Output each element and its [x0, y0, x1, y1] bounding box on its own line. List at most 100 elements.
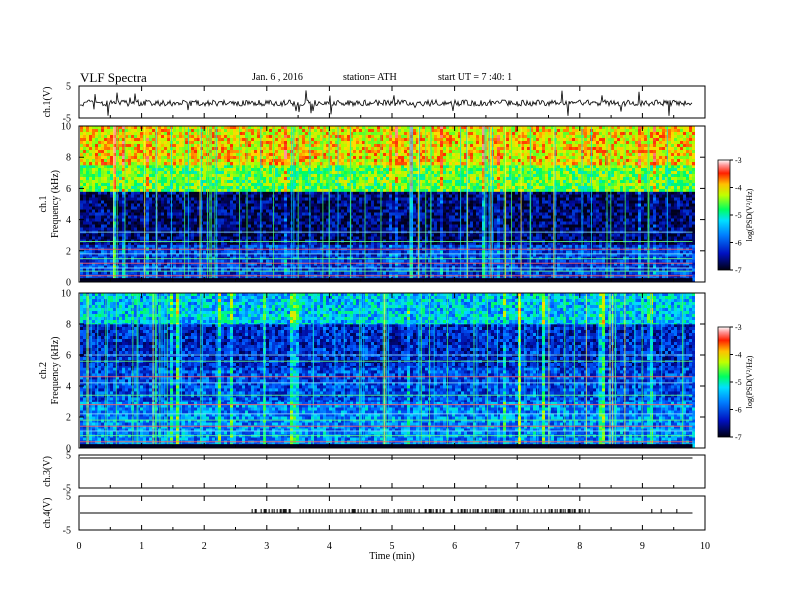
ch1-spectrogram-cell	[125, 265, 128, 269]
ch1-spectrogram-cell	[98, 212, 101, 216]
ch1-spectrogram-cell	[173, 209, 176, 213]
ch1-spectrogram-cell	[146, 233, 149, 237]
ch1-spectrogram-cell	[149, 129, 152, 133]
ch1-spectrogram-cell	[248, 174, 251, 178]
ch1-spectrogram-cell	[269, 177, 272, 181]
ch1-spectrogram-cell	[125, 132, 128, 136]
ch1-spectrogram-cell	[122, 221, 125, 225]
ch1-spectrogram-cell	[173, 271, 176, 275]
ch1-spectrogram-cell	[95, 132, 98, 136]
ch1-spectrogram-cell	[137, 259, 140, 263]
ch1-spectrogram-cell	[284, 218, 287, 222]
ch1-spectrogram-cell	[245, 144, 248, 148]
ch1-spectrogram-cell	[176, 189, 179, 192]
ch1-spectrogram-cell	[341, 236, 344, 240]
ch1-spectrogram-cell	[326, 233, 329, 237]
ch1-spectrogram-cell	[83, 194, 86, 198]
ch1-spectrogram-cell	[218, 132, 221, 136]
ch1-spectrogram-cell	[347, 259, 350, 263]
ch1-spectrogram-cell	[149, 156, 152, 160]
ch1-spectrogram-cell	[269, 168, 272, 172]
ch1-spectrogram-cell	[113, 224, 116, 228]
ch1-spectrogram-cell	[245, 132, 248, 136]
ch1-spectrogram-cell	[104, 168, 107, 172]
ch1-spectrogram-cell	[137, 156, 140, 160]
ch1-spectrogram-cell	[179, 212, 182, 216]
ch1-spectrogram-cell	[122, 177, 125, 181]
ch1-spectrogram-cell	[128, 227, 131, 231]
ch1-spectrogram-cell	[275, 194, 278, 198]
ch1-spectrogram-cell	[110, 129, 113, 133]
ch1-spectrogram-cell	[353, 215, 356, 219]
ch1-spectrogram-cell	[287, 153, 290, 157]
ch1-spectrogram-cell	[167, 183, 170, 187]
ch1-spectrogram-cell	[257, 162, 260, 166]
ch1-spectrogram-cell	[344, 224, 347, 228]
ch1-spectrogram-cell	[185, 171, 188, 175]
ch1-spectrogram-cell	[107, 218, 110, 222]
ch1-spectrogram-cell	[203, 171, 206, 175]
ch1-spectrogram-cell	[119, 177, 122, 181]
ch1-spectrogram-cell	[356, 244, 359, 248]
ch1-spectrogram-cell	[218, 138, 221, 142]
ch1-spectrogram-cell	[347, 162, 350, 166]
ch1-spectrogram-cell	[266, 141, 269, 145]
ch1-spectrogram-cell	[98, 189, 101, 192]
ch1-spectrogram-cell	[101, 132, 104, 136]
ch1-spectrogram-cell	[224, 129, 227, 133]
ch1-spectrogram-cell	[356, 165, 359, 169]
ch1-spectrogram-cell	[224, 218, 227, 222]
ch1-spectrogram-cell	[179, 171, 182, 175]
ch1-spectrogram-cell	[233, 183, 236, 187]
ch1-spectrogram-cell	[80, 129, 83, 133]
ch1-spectrogram-cell	[305, 156, 308, 160]
ch1-spectrogram-cell	[227, 236, 230, 240]
ch1-spectrogram-cell	[233, 244, 236, 248]
ch1-spectrogram-cell	[140, 236, 143, 240]
ch1-spectrogram-cell	[254, 206, 257, 210]
ch1-spectrogram-cell	[194, 171, 197, 175]
ch1-spectrogram-cell	[251, 250, 254, 254]
ch1-spectrogram-cell	[218, 165, 221, 169]
ch1-spectrogram-cell	[137, 132, 140, 136]
ch1-spectrogram-cell	[104, 250, 107, 254]
ch1-spectrogram-cell	[224, 203, 227, 207]
ch1-spectrogram-cell	[344, 250, 347, 254]
ch1-spectrogram-cell	[257, 224, 260, 228]
ch1-spectrogram-cell	[254, 209, 257, 213]
ch1-spectrogram-cell	[158, 162, 161, 166]
ch1-spectrogram-cell	[230, 165, 233, 169]
ch1-spectrogram-cell	[104, 253, 107, 257]
ch1-spectrogram-cell	[287, 138, 290, 142]
ch1-spectrogram-cell	[83, 183, 86, 187]
ch1-spectrogram-cell	[140, 165, 143, 169]
ch1-spectrogram-cell	[251, 191, 254, 195]
ch1-spectrogram-cell	[86, 227, 89, 231]
ch1-spectrogram-cell	[224, 153, 227, 157]
ch1-spectrogram-cell	[347, 203, 350, 207]
ch1-spectrogram-cell	[98, 209, 101, 213]
ch1-spectrogram-cell	[347, 168, 350, 172]
ch1-spectrogram-cell	[287, 150, 290, 154]
ch1-spectrogram-cell	[275, 236, 278, 240]
ch1-spectrogram-cell	[101, 212, 104, 216]
ch1-spectrogram-cell	[140, 206, 143, 210]
ch1-spectrogram-cell	[281, 171, 284, 175]
ch1-spectrogram-cell	[341, 129, 344, 133]
ch1-spectrogram-cell	[119, 162, 122, 166]
ch1-spectrogram-cell	[299, 141, 302, 145]
ch1-spectrogram-cell	[95, 203, 98, 207]
ch1-spectrogram-cell	[110, 174, 113, 178]
ch1-spectrogram-cell	[305, 200, 308, 204]
ch1-spectrogram-cell	[191, 132, 194, 136]
ch1-spectrogram-cell	[317, 200, 320, 204]
ch1-spectrogram-cell	[107, 268, 110, 272]
ch1-spectrogram-cell	[275, 153, 278, 157]
ch1-spectrogram-cell	[107, 200, 110, 204]
ch1-spectrogram-cell	[263, 236, 266, 240]
ch1-spectrogram-cell	[275, 250, 278, 254]
ch1-spectrogram-cell	[251, 165, 254, 169]
ch1-spectrogram-cell	[311, 177, 314, 181]
ch1-spectrogram-cell	[305, 174, 308, 178]
ch1-spectrogram-cell	[173, 147, 176, 151]
